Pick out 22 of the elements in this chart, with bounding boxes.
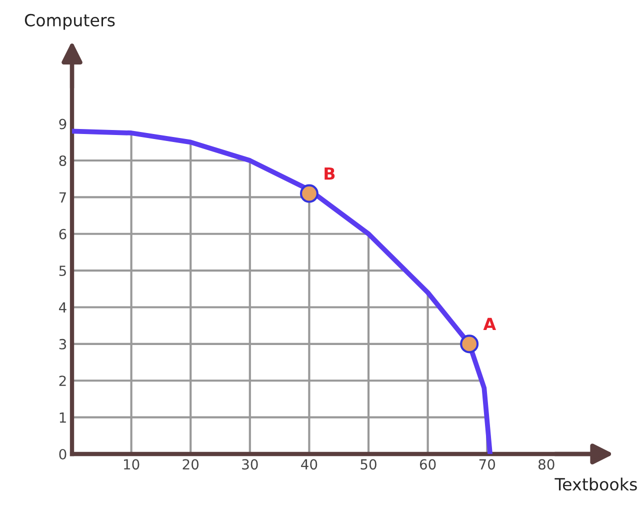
x-tick-label: 10: [124, 459, 140, 470]
annotation: A: [483, 318, 496, 330]
y-tick-label: 1: [60, 412, 66, 423]
x-tick-label: 30: [242, 459, 258, 470]
annotation: B: [324, 167, 335, 180]
x-tick-label: 20: [182, 459, 199, 470]
y-tick-label: 6: [59, 228, 66, 240]
y-axis-title: Computers: [24, 14, 115, 30]
x-tick-label: 40: [301, 459, 318, 470]
y-tick-label: 8: [59, 155, 66, 166]
y-tick-label: 9: [59, 118, 66, 130]
y-tick-label: 0: [59, 448, 66, 460]
y-tick-label: 2: [59, 376, 66, 386]
y-tick-label: 4: [58, 302, 66, 313]
y-tick-label: 5: [59, 266, 66, 276]
y-tick-label: 3: [59, 338, 66, 350]
x-tick-label: 50: [360, 459, 376, 470]
y-tick-label: 7: [59, 192, 66, 202]
x-tick-label: 60: [420, 459, 436, 470]
x-axis-title: Textbooks: [554, 478, 637, 491]
x-tick-label: 70: [479, 459, 496, 470]
x-tick-label: 80: [538, 459, 554, 470]
